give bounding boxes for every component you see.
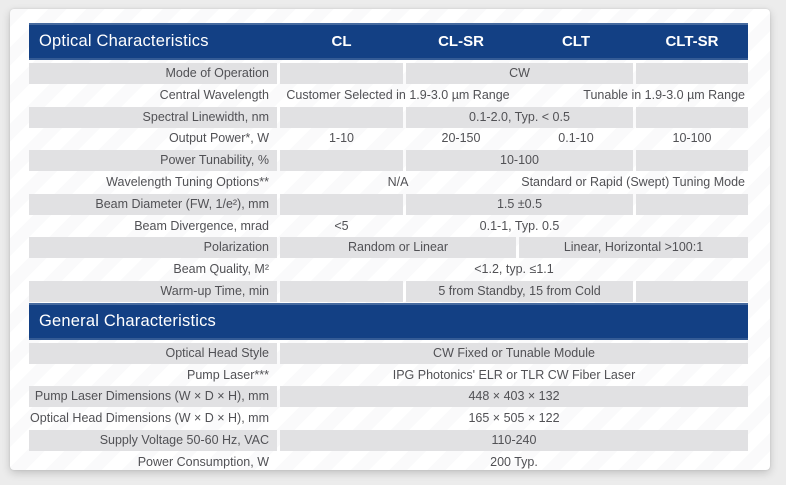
row-value-left: Customer Selected in 1.9-3.0 µm Range [286, 87, 510, 102]
row-value: CW Fixed or Tunable Module [280, 342, 748, 364]
spec-row-central-wavelength: Central Wavelength Customer Selected in … [29, 85, 748, 106]
row-value-left: Random or Linear [280, 237, 516, 259]
row-label: Pump Laser*** [187, 367, 269, 382]
spec-row-wavelength-tuning-options: Wavelength Tuning Options** N/A Standard… [29, 172, 748, 193]
column-header-clt-sr: CLT-SR [665, 33, 719, 50]
cell-cl-empty [280, 193, 403, 215]
spec-row-spectral-linewidth: Spectral Linewidth, nm 0.1-2.0, Typ. < 0… [29, 106, 748, 128]
spec-row-beam-diameter: Beam Diameter (FW, 1/e²), mm 1.5 ±0.5 [29, 193, 748, 215]
column-header-clt: CLT [561, 33, 591, 50]
row-value-right: Tunable in 1.9-3.0 µm Range [583, 87, 745, 102]
row-label: Central Wavelength [159, 87, 269, 102]
row-value: 165 × 505 × 122 [468, 411, 560, 426]
row-label: Beam Divergence, mrad [134, 218, 269, 233]
row-value: 0.1-2.0, Typ. < 0.5 [406, 106, 633, 128]
spec-row-optical-head-dimensions: Optical Head Dimensions (W × D × H), mm … [29, 408, 748, 429]
row-value-cl-sr: 20-150 [441, 131, 481, 146]
spec-row-supply-voltage: Supply Voltage 50-60 Hz, VAC 110-240 [29, 429, 748, 451]
spec-row-power-consumption: Power Consumption, W 200 Typ. [29, 452, 748, 470]
optical-section-header: Optical Characteristics CL CL-SR CLT CLT… [29, 23, 748, 60]
optical-section-title: Optical Characteristics [39, 32, 209, 50]
cell-cl-empty [280, 63, 403, 84]
cell-cl-empty [280, 280, 403, 302]
row-value: <1.2, typ. ≤1.1 [474, 262, 554, 277]
row-value: 110-240 [280, 429, 748, 451]
row-label: Optical Head Dimensions (W × D × H), mm [30, 411, 269, 426]
spec-row-beam-quality: Beam Quality, M² <1.2, typ. ≤1.1 [29, 259, 748, 280]
column-header-cl-sr: CL-SR [438, 33, 484, 50]
general-section-header: General Characteristics [29, 302, 748, 340]
cell-cl-empty [280, 150, 403, 172]
row-value-clt-sr: 10-100 [672, 131, 712, 146]
spec-row-pump-laser-dimensions: Pump Laser Dimensions (W × D × H), mm 44… [29, 386, 748, 408]
row-value: 448 × 403 × 132 [280, 386, 748, 408]
row-label: Pump Laser Dimensions (W × D × H), mm [29, 386, 277, 408]
row-value: 5 from Standby, 15 from Cold [406, 280, 633, 302]
spec-row-mode-of-operation: Mode of Operation CW [29, 63, 748, 84]
row-label: Power Tunability, % [29, 150, 277, 172]
row-value: CW [406, 63, 633, 84]
row-value-left: N/A [387, 174, 409, 189]
row-label: Beam Diameter (FW, 1/e²), mm [29, 193, 277, 215]
spec-row-beam-divergence: Beam Divergence, mrad <5 0.1-1, Typ. 0.5 [29, 216, 748, 237]
spec-table-card: Optical Characteristics CL CL-SR CLT CLT… [10, 9, 770, 470]
row-value-right: Linear, Horizontal >100:1 [519, 237, 748, 259]
cell-clt-sr-empty [636, 63, 748, 84]
cell-clt-sr-empty [636, 280, 748, 302]
cell-clt-sr-empty [636, 106, 748, 128]
spec-row-polarization: Polarization Random or Linear Linear, Ho… [29, 237, 748, 259]
cell-clt-sr-empty [636, 193, 748, 215]
row-label: Mode of Operation [29, 63, 277, 84]
spec-row-pump-laser: Pump Laser*** IPG Photonics' ELR or TLR … [29, 365, 748, 386]
row-label: Supply Voltage 50-60 Hz, VAC [29, 429, 277, 451]
spec-row-warm-up-time: Warm-up Time, min 5 from Standby, 15 fro… [29, 280, 748, 302]
cell-clt-sr-empty [636, 150, 748, 172]
row-label: Power Consumption, W [137, 454, 269, 469]
row-value-right: Standard or Rapid (Swept) Tuning Mode [521, 174, 745, 189]
column-header-cl: CL [331, 33, 352, 50]
row-label: Beam Quality, M² [173, 262, 269, 277]
row-value-clt: 0.1-10 [558, 131, 594, 146]
row-label: Spectral Linewidth, nm [29, 106, 277, 128]
spec-row-power-tunability: Power Tunability, % 10-100 [29, 150, 748, 172]
row-label: Polarization [29, 237, 277, 259]
cell-clt-sr-empty [636, 216, 748, 237]
row-label: Wavelength Tuning Options** [106, 174, 269, 189]
row-value: 1.5 ±0.5 [406, 193, 633, 215]
row-value: IPG Photonics' ELR or TLR CW Fiber Laser [392, 367, 636, 382]
row-value: 10-100 [406, 150, 633, 172]
spec-table: Optical Characteristics CL CL-SR CLT CLT… [29, 23, 748, 470]
row-value-cl: 1-10 [328, 131, 355, 146]
spec-row-optical-head-style: Optical Head Style CW Fixed or Tunable M… [29, 342, 748, 364]
row-value-cl: <5 [334, 218, 349, 233]
row-label: Output Power*, W [168, 131, 269, 146]
cell-cl-empty [280, 106, 403, 128]
row-value: 200 Typ. [490, 454, 538, 469]
row-label: Warm-up Time, min [29, 280, 277, 302]
row-label: Optical Head Style [29, 342, 277, 364]
general-section-title: General Characteristics [39, 311, 216, 330]
row-value: 0.1-1, Typ. 0.5 [479, 218, 560, 233]
spec-row-output-power: Output Power*, W 1-10 20-150 0.1-10 10-1… [29, 128, 748, 149]
